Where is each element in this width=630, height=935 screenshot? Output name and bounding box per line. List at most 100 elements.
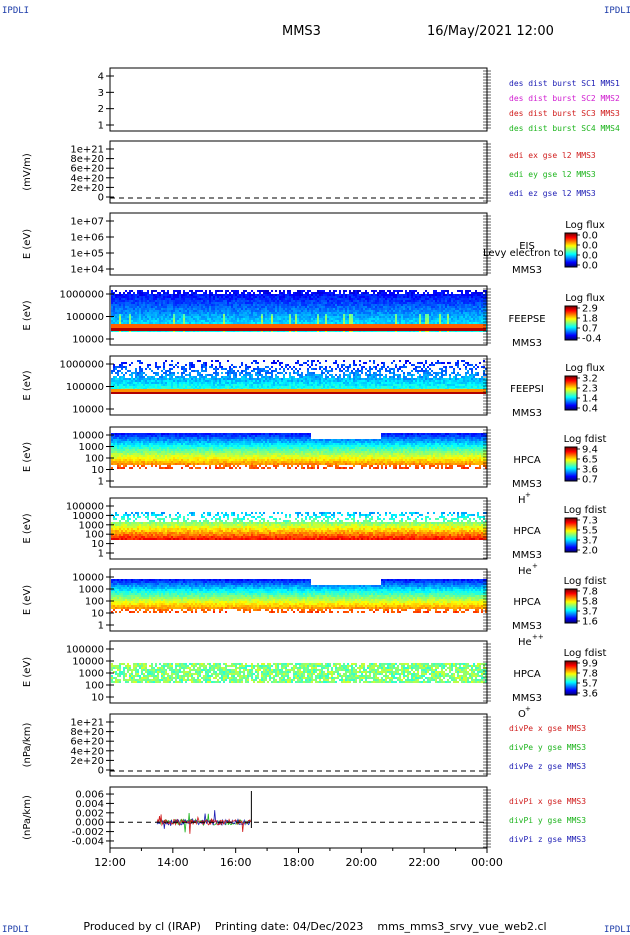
legend-entry: des dist burst SC3 MMS3 (509, 109, 620, 118)
ytick-label: 10000 (72, 573, 104, 584)
charge-label: + (532, 562, 538, 570)
colorbar-tick-label: 0.4 (582, 404, 598, 415)
legend-entry: divPe x gse MMS3 (509, 724, 586, 733)
ytick-label: 10000 (72, 405, 104, 416)
colorbar-title: Log fdist (564, 576, 607, 587)
panel-divpi: 0.0060.0040.0020.000-0.002-0.004(nPa/km)… (22, 787, 586, 848)
instrument-label: FEEPSE (508, 314, 545, 325)
footer-printing-date: Printing date: 04/Dec/2023 (215, 920, 364, 933)
legend-entry: divPi y gse MMS3 (509, 816, 586, 825)
charge-label: ++ (532, 633, 544, 641)
ytick-label: 1 (98, 121, 104, 132)
ytick-label: 10000 (72, 335, 104, 346)
instrument-label: HPCA (513, 455, 541, 466)
ylabel: E (eV) (22, 513, 33, 543)
legend-entry: divPi x gse MMS3 (509, 797, 586, 806)
ylabel: E (eV) (22, 229, 33, 259)
legend-entry: edi ex gse l2 MMS3 (509, 151, 596, 160)
colorbar-tick-label: -0.4 (582, 334, 602, 345)
colorbar-tick-label: 2.0 (582, 546, 598, 557)
panel-feepsi: 1000000 100000 10000 E (eV) FEEPSI MMS3 Log fl… (22, 356, 605, 419)
species-label: He (518, 566, 532, 577)
ytick-label: 3 (98, 88, 104, 99)
colorbar-title: Log fdist (564, 648, 607, 659)
xtick-label: 12:00 (94, 856, 126, 869)
ytick-label: 100 (85, 681, 104, 692)
ylabel: E (eV) (22, 370, 33, 400)
instrument-label: FEEPSI (510, 384, 544, 395)
spacecraft-label: MMS3 (512, 550, 542, 561)
ytick-label: 10 (91, 465, 104, 476)
legend-entry: divPe y gse MMS3 (509, 743, 586, 752)
colorbar-title: Log flux (565, 293, 605, 304)
ytick-label: 1000 (79, 669, 104, 680)
spacecraft-label: MMS3 (512, 693, 542, 704)
colorbar-title: Log fdist (564, 505, 607, 516)
xtick-label: 18:00 (283, 856, 315, 869)
xtick-label: 20:00 (345, 856, 377, 869)
species-label: He (518, 637, 532, 648)
ytick-label: 2 (98, 104, 104, 115)
ytick-label: 1 (98, 621, 104, 632)
legend-entry: des dist burst SC1 MMS1 (509, 79, 620, 88)
legend-entry: des dist burst SC4 MMS4 (509, 124, 620, 133)
xtick-label: 22:00 (408, 856, 440, 869)
ytick-label: 1e+05 (70, 249, 104, 260)
footer-producer: Produced by cl (IRAP) (83, 920, 200, 933)
instrument-label: HPCA (513, 526, 541, 537)
instrument-label: HPCA (513, 669, 541, 680)
legend-entry: divPe z gse MMS3 (509, 762, 586, 771)
ytick-label: 1e+07 (70, 217, 104, 228)
ylabel: E (eV) (22, 300, 33, 330)
ylabel: (nPa/km) (22, 723, 33, 768)
ylabel: E (eV) (22, 585, 33, 615)
legend-entry: edi ey gse l2 MMS3 (509, 170, 596, 179)
xtick-label: 00:00 (471, 856, 503, 869)
ytick-label: 100000 (66, 382, 104, 393)
overlay-label: Levy electron to (483, 248, 564, 259)
legend-entry: edi ez gse l2 MMS3 (509, 189, 596, 198)
charge-label: + (525, 705, 531, 713)
spacecraft-label: MMS3 (512, 265, 542, 276)
xtick-label: 14:00 (157, 856, 189, 869)
spacecraft-label: MMS3 (512, 408, 542, 419)
legend-entry: divPi z gse MMS3 (509, 835, 586, 844)
colorbar-title: Log flux (565, 363, 605, 374)
spacecraft-label: MMS3 (512, 621, 542, 632)
ytick-label: -0.004 (72, 836, 104, 847)
ytick-label: 100000 (66, 312, 104, 323)
ytick-label: 4 (98, 72, 104, 83)
ytick-label: 0 (98, 193, 104, 204)
colorbar-title: Log flux (565, 220, 605, 231)
ytick-label: 100 (85, 454, 104, 465)
colorbar-title: Log fdist (564, 434, 607, 445)
footer: Produced by cl (IRAP) Printing date: 04/… (0, 920, 630, 933)
ytick-label: 1000 (79, 585, 104, 596)
ytick-label: 100 (85, 597, 104, 608)
ytick-label: 0 (98, 766, 104, 777)
charge-label: + (525, 491, 531, 499)
ytick-label: 1e+04 (70, 265, 104, 276)
ytick-label: 1e+06 (70, 233, 104, 244)
ytick-label: 10 (91, 693, 104, 704)
colorbar-tick-label: 0.0 (582, 261, 598, 272)
ytick-label: 10 (91, 609, 104, 620)
xtick-label: 16:00 (220, 856, 252, 869)
ylabel: (nPa/km) (22, 795, 33, 840)
panel-divpe: 1e+218e+206e+204e+202e+200(nPa/km)divPe … (22, 714, 586, 777)
ylabel: E (eV) (22, 657, 33, 687)
spacecraft-label: MMS3 (512, 479, 542, 490)
ytick-label: 10000 (72, 431, 104, 442)
ytick-label: 1000000 (59, 360, 104, 371)
instrument-label: HPCA (513, 597, 541, 608)
divpi-series-1 (157, 810, 251, 829)
ylabel: (mV/m) (22, 153, 33, 191)
colorbar-tick-label: 3.6 (582, 689, 598, 700)
